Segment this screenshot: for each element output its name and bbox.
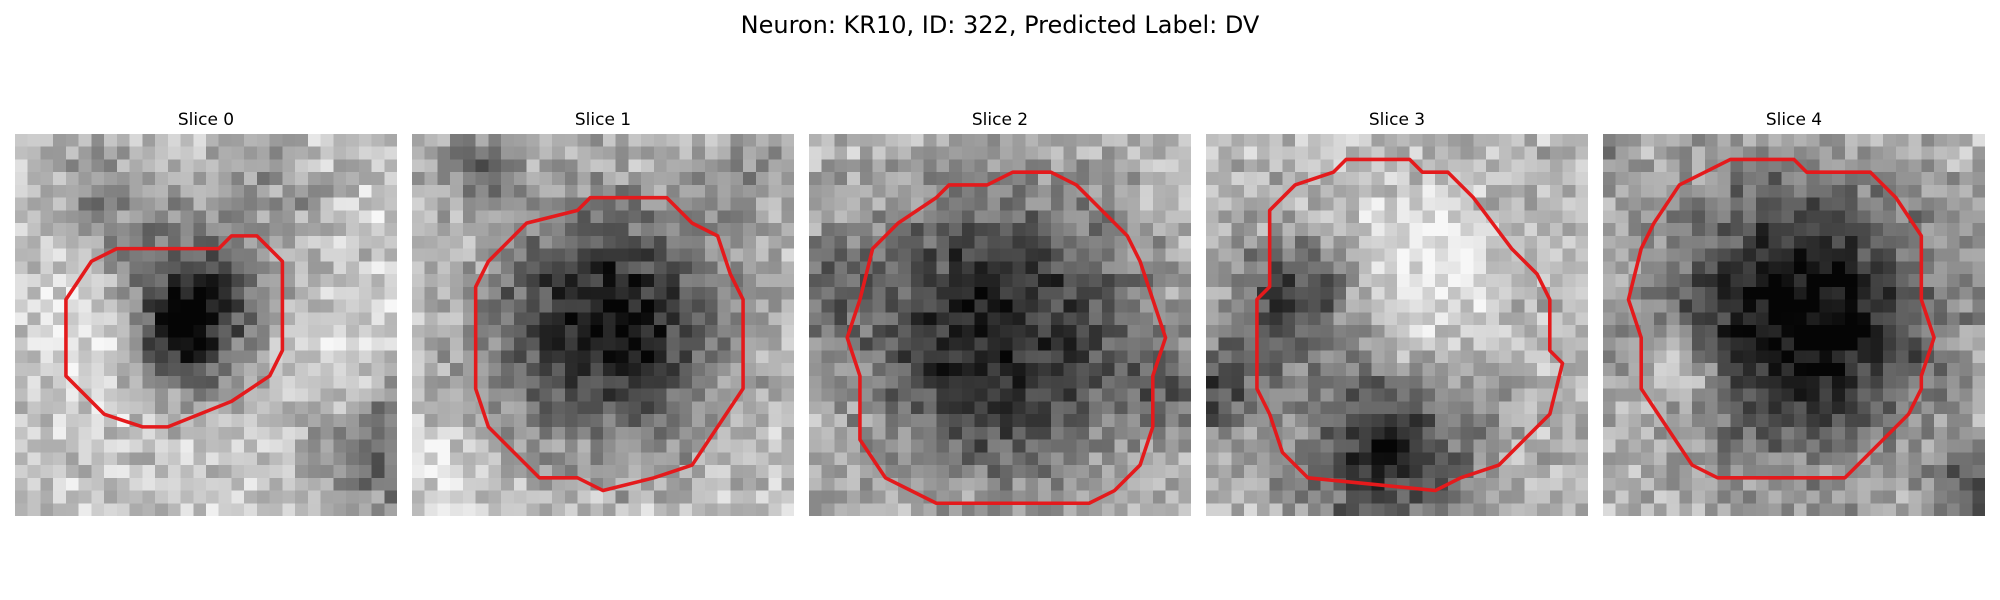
slice-title-4: Slice 4 (1765, 110, 1823, 130)
neuron-contour-4 (1626, 157, 1936, 480)
slice-title-2: Slice 2 (971, 110, 1029, 130)
neuron-contour-3 (1255, 157, 1565, 493)
slice-title-0: Slice 0 (177, 110, 235, 130)
slice-image-2 (809, 134, 1191, 516)
slice-title-3: Slice 3 (1368, 110, 1426, 130)
neuron-contour-1 (473, 195, 745, 493)
slice-image-svg-4 (1603, 134, 1985, 516)
neuron-contour-2 (845, 170, 1168, 506)
slice-image-svg-3 (1206, 134, 1588, 516)
slice-image-svg-2 (809, 134, 1191, 516)
slice-title-1: Slice 1 (574, 110, 632, 130)
slice-image-4 (1603, 134, 1985, 516)
slice-image-1 (412, 134, 794, 516)
slice-image-svg-0 (15, 134, 397, 516)
slice-image-svg-1 (412, 134, 794, 516)
slice-image-3 (1206, 134, 1588, 516)
slice-image-0 (15, 134, 397, 516)
neuron-contour-0 (64, 234, 285, 429)
figure-title: Neuron: KR10, ID: 322, Predicted Label: … (740, 11, 1260, 39)
